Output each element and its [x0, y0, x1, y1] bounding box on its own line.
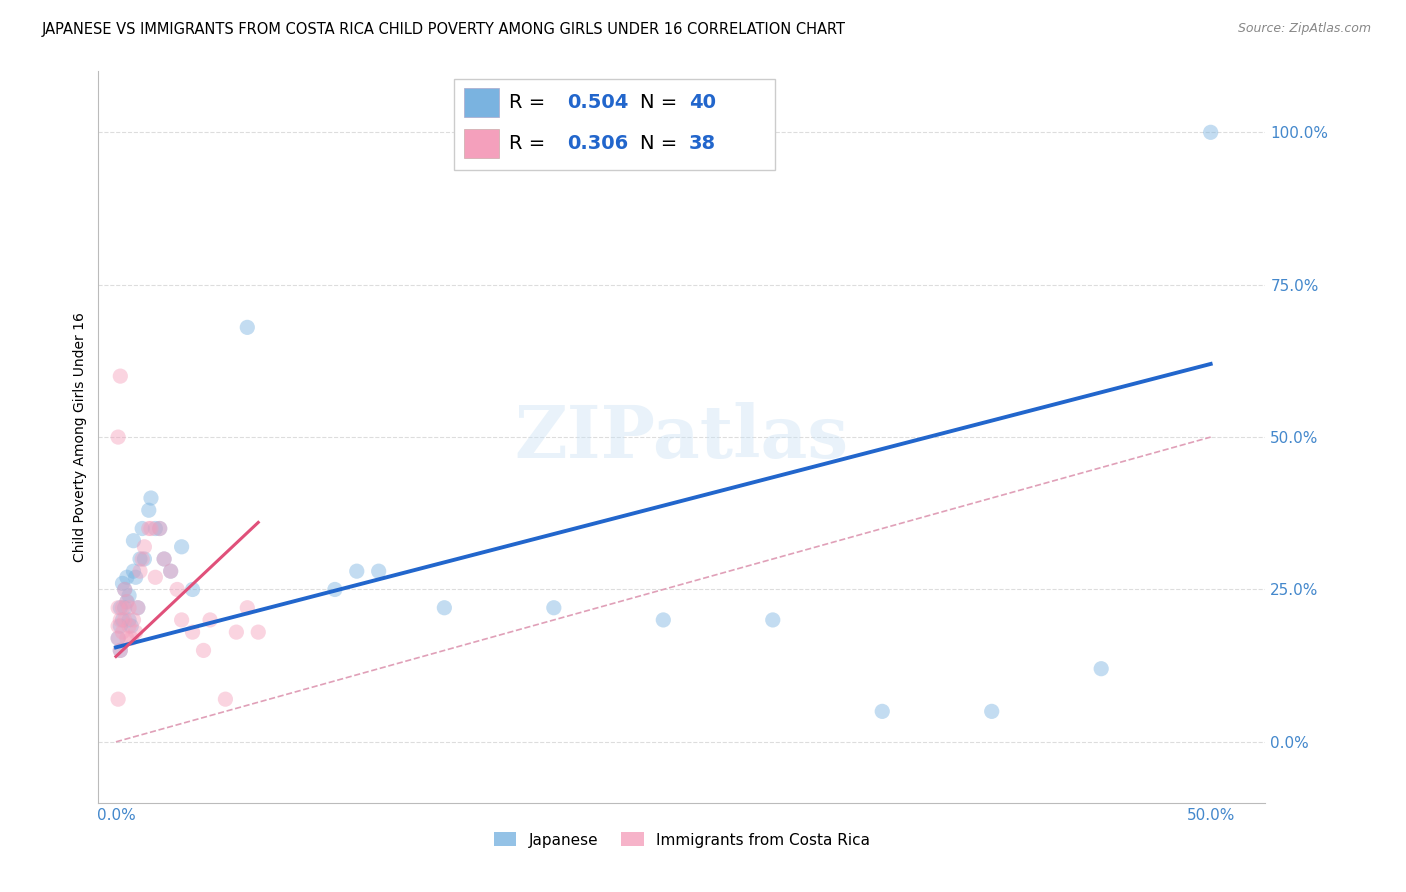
Point [170, 540, 193, 554]
Point [115, 632, 138, 646]
Point [107, 632, 129, 646]
Point [138, 521, 160, 535]
Point [159, 564, 181, 578]
Point [129, 564, 152, 578]
Point [111, 613, 134, 627]
Point [166, 582, 188, 597]
Point [131, 521, 153, 535]
Point [122, 564, 145, 578]
Point [139, 491, 162, 505]
Point [110, 619, 132, 633]
Point [118, 619, 141, 633]
Point [1090, 662, 1112, 676]
Point [114, 613, 136, 627]
Point [214, 692, 236, 706]
Point [107, 430, 129, 444]
Point [134, 540, 156, 554]
Point [114, 582, 136, 597]
Point [153, 552, 176, 566]
Point [129, 552, 152, 566]
Point [139, 521, 162, 535]
Point [107, 600, 129, 615]
Point [118, 600, 141, 615]
Point [127, 600, 149, 615]
Point [115, 594, 138, 608]
Point [124, 625, 146, 640]
Point [124, 570, 146, 584]
Point [115, 570, 138, 584]
Point [153, 552, 176, 566]
Point [122, 613, 145, 627]
Point [134, 552, 156, 566]
Point [346, 564, 368, 578]
Point [1199, 125, 1222, 139]
Point [127, 600, 149, 615]
Point [149, 521, 172, 535]
Point [170, 613, 193, 627]
Point [198, 613, 221, 627]
Point [149, 521, 172, 535]
Point [980, 705, 1002, 719]
Point [118, 613, 141, 627]
Text: ZIPatlas: ZIPatlas [515, 401, 849, 473]
Point [181, 625, 204, 640]
Point [433, 600, 456, 615]
Point [652, 613, 675, 627]
Legend: Japanese, Immigrants from Costa Rica: Japanese, Immigrants from Costa Rica [488, 826, 876, 854]
Point [143, 570, 166, 584]
Point [870, 705, 893, 719]
Y-axis label: Child Poverty Among Girls Under 16: Child Poverty Among Girls Under 16 [73, 312, 87, 562]
Text: Source: ZipAtlas.com: Source: ZipAtlas.com [1237, 22, 1371, 36]
Point [107, 692, 129, 706]
Point [247, 625, 270, 640]
Point [236, 600, 259, 615]
Point [367, 564, 389, 578]
Point [120, 619, 142, 633]
Point [114, 582, 136, 597]
Point [118, 589, 141, 603]
Point [193, 643, 215, 657]
Point [111, 625, 134, 640]
Point [107, 632, 129, 646]
Point [111, 600, 134, 615]
Point [543, 600, 565, 615]
Point [143, 521, 166, 535]
Point [131, 552, 153, 566]
Point [110, 643, 132, 657]
Point [114, 600, 136, 615]
Point [762, 613, 785, 627]
Point [110, 369, 132, 384]
Point [110, 613, 132, 627]
Point [120, 632, 142, 646]
Point [115, 594, 138, 608]
Text: JAPANESE VS IMMIGRANTS FROM COSTA RICA CHILD POVERTY AMONG GIRLS UNDER 16 CORREL: JAPANESE VS IMMIGRANTS FROM COSTA RICA C… [42, 22, 846, 37]
Point [110, 643, 132, 657]
Point [159, 564, 181, 578]
Point [181, 582, 204, 597]
Point [225, 625, 247, 640]
Point [236, 320, 259, 334]
Point [323, 582, 346, 597]
Point [110, 600, 132, 615]
Point [111, 576, 134, 591]
Point [138, 503, 160, 517]
Point [122, 533, 145, 548]
Point [107, 619, 129, 633]
